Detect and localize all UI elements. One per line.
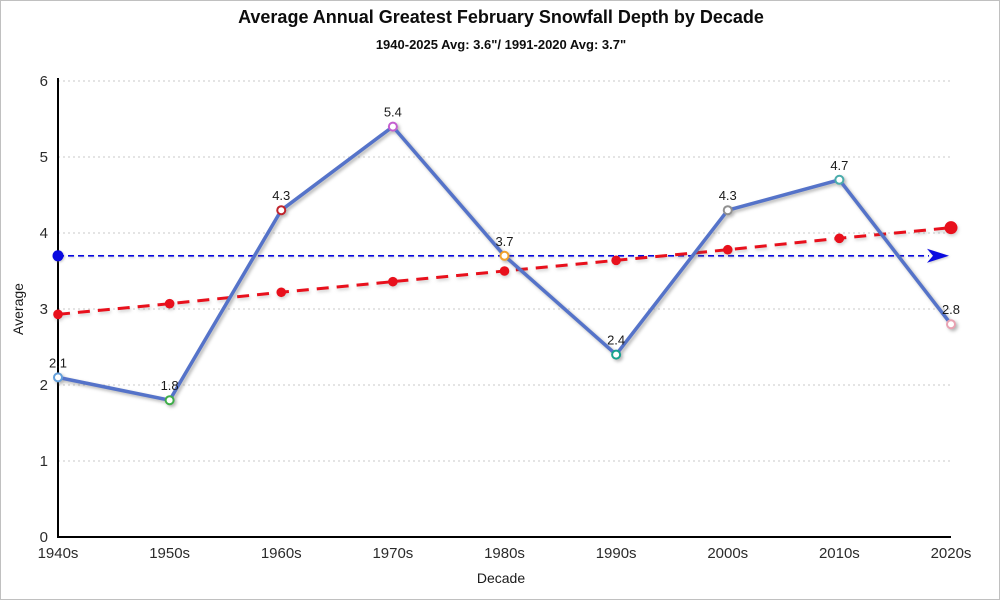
chart-title: Average Annual Greatest February Snowfal… [238,7,764,27]
gridlines [58,80,951,462]
x-tick-label: 1960s [261,545,302,562]
data-label: 5.4 [384,105,402,120]
x-tick-label: 2000s [707,545,748,562]
snowfall-marker [387,121,398,132]
tick-labels: 0 1 2 3 4 5 6 1940s 1950s 1960s 1970s 1980s 1990s 200… [10,73,971,586]
data-label: 3.7 [495,234,513,249]
y-tick-label: 1 [40,453,48,470]
x-tick-label: 2010s [819,545,860,562]
reference-arrow-icon [927,248,949,263]
x-tick-label: 1940s [38,545,79,562]
data-labels: 2.1 1.8 4.3 5.4 3.7 2.4 4.3 4.7 2.8 [49,105,960,394]
snowfall-marker [611,349,622,360]
y-tick-label: 3 [40,301,48,318]
snowfall-marker [276,205,287,216]
snowfall-series-line [57,124,953,402]
y-tick-label: 6 [40,73,48,90]
x-tick-label: 1950s [149,545,190,562]
trend-marker [164,298,175,309]
trend-marker [499,266,510,276]
snowfall-marker [722,205,733,216]
snowfall-marker [946,319,956,330]
snowfall-marker [499,250,510,261]
data-label: 4.3 [272,188,290,203]
x-tick-label: 1980s [484,545,525,562]
y-tick-label: 0 [40,529,48,546]
x-tick-label: 1970s [372,545,413,562]
y-tick-label: 2 [40,377,48,394]
trend-marker [834,233,845,244]
data-label: 4.7 [830,158,848,173]
snowfall-marker [53,372,63,383]
data-label: 2.4 [607,333,625,348]
data-label: 4.3 [719,188,737,203]
reference-line-group [52,248,949,263]
x-tick-label: 2020s [931,545,972,562]
y-axis-title: Average [10,283,26,335]
x-axis-title: Decade [477,570,525,586]
snowfall-marker [164,395,175,406]
trend-marker [276,287,287,298]
y-tick-label: 5 [40,149,48,166]
data-label: 2.8 [942,302,960,317]
trend-marker [944,221,958,235]
y-tick-label: 4 [40,225,48,242]
snowfall-marker [834,174,845,185]
trend-marker [388,276,398,287]
x-tick-label: 1990s [596,545,637,562]
snowfall-series-group [53,121,956,406]
reference-start-dot [52,250,64,262]
trend-marker [611,255,621,266]
chart-subtitle: 1940-2025 Avg: 3.6"/ 1991-2020 Avg: 3.7" [375,37,627,52]
trend-line-group [53,221,958,320]
data-label: 2.1 [49,355,67,370]
trend-marker [53,309,63,320]
axes [57,78,951,538]
trend-marker [722,244,733,255]
data-label: 1.8 [161,378,179,393]
